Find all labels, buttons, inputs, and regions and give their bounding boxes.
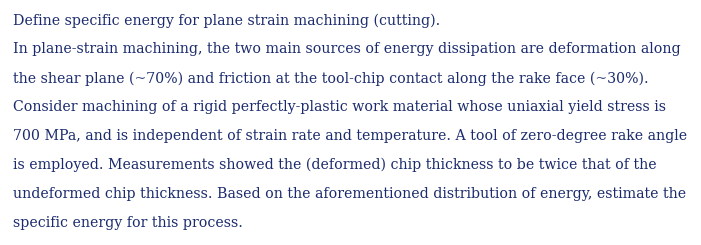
Text: In plane-strain machining, the two main sources of energy dissipation are deform: In plane-strain machining, the two main …: [13, 42, 680, 56]
Text: the shear plane (~70%) and friction at the tool-chip contact along the rake face: the shear plane (~70%) and friction at t…: [13, 71, 648, 86]
Text: undeformed chip thickness. Based on the aforementioned distribution of energy, e: undeformed chip thickness. Based on the …: [13, 187, 686, 201]
Text: specific energy for this process.: specific energy for this process.: [13, 216, 243, 230]
Text: is employed. Measurements showed the (deformed) chip thickness to be twice that : is employed. Measurements showed the (de…: [13, 158, 656, 172]
Text: Define specific energy for plane strain machining (cutting).: Define specific energy for plane strain …: [13, 13, 440, 28]
Text: Consider machining of a rigid perfectly-plastic work material whose uniaxial yie: Consider machining of a rigid perfectly-…: [13, 100, 666, 114]
Text: 700 MPa, and is independent of strain rate and temperature. A tool of zero-degre: 700 MPa, and is independent of strain ra…: [13, 129, 687, 143]
